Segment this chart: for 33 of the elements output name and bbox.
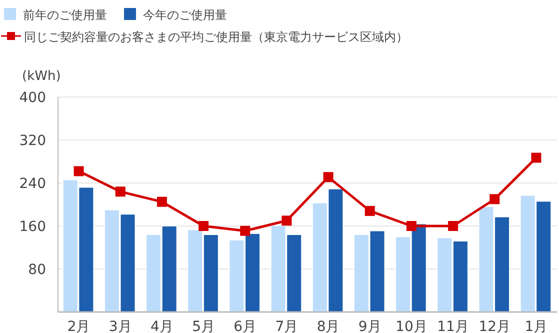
point bbox=[490, 194, 500, 204]
x-tick-label: 7月 bbox=[275, 319, 298, 333]
point bbox=[282, 216, 292, 226]
y-axis-title: (kWh) bbox=[22, 69, 61, 84]
y-tick-label: 160 bbox=[19, 219, 46, 235]
x-tick-label: 8月 bbox=[316, 319, 340, 333]
legend-label: 今年のご使用量 bbox=[143, 8, 227, 22]
y-tick-label: 240 bbox=[19, 176, 46, 192]
x-tick-label: 5月 bbox=[192, 319, 216, 333]
point bbox=[156, 196, 167, 207]
point bbox=[198, 221, 209, 231]
legend-label: 前年のご使用量 bbox=[23, 8, 107, 22]
x-tick-label: 1月 bbox=[524, 319, 548, 333]
x-tick-label: 12月 bbox=[478, 319, 511, 333]
x-tick-label: 4月 bbox=[150, 319, 174, 333]
point bbox=[406, 221, 416, 231]
point bbox=[74, 166, 84, 176]
x-tick-label: 3月 bbox=[108, 319, 132, 333]
legend-label: 同じご契約容量のお客さまの平均ご使用量（東京電力サービス区域内） bbox=[24, 30, 408, 44]
point bbox=[323, 172, 334, 182]
x-tick-label: 6月 bbox=[234, 319, 257, 333]
point bbox=[448, 221, 458, 231]
y-tick-label: 320 bbox=[19, 133, 46, 149]
x-tick-label: 9月 bbox=[358, 319, 382, 333]
x-tick-label: 11月 bbox=[437, 319, 469, 333]
x-tick-label: 10月 bbox=[396, 319, 428, 333]
point bbox=[364, 206, 375, 216]
point bbox=[531, 152, 542, 163]
point bbox=[115, 186, 126, 197]
y-tick-label: 400 bbox=[19, 90, 46, 106]
y-tick-label: 80 bbox=[28, 262, 46, 278]
x-tick-label: 2月 bbox=[67, 319, 90, 333]
point bbox=[240, 226, 250, 236]
